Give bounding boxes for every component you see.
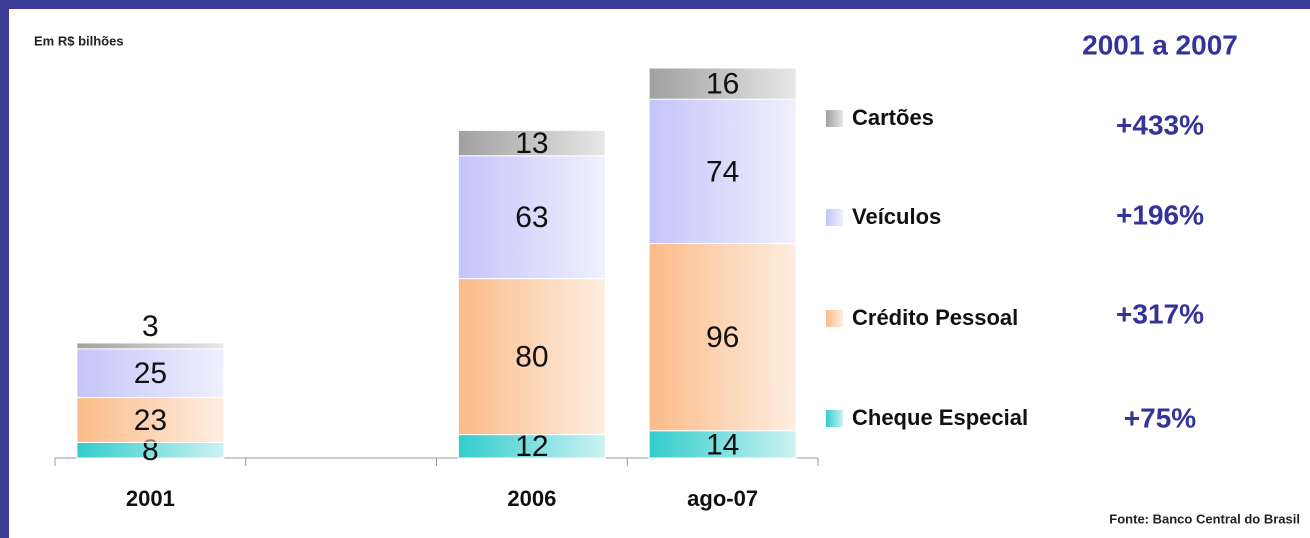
data-label: 80 [515, 341, 548, 374]
data-label: 14 [706, 428, 739, 461]
legend-swatch [826, 209, 843, 226]
legend-label: Veículos [852, 204, 941, 229]
bar-segment [457, 155, 606, 280]
bar-segment [648, 243, 797, 432]
legend-swatch [826, 110, 843, 127]
period-title: 2001 a 2007 [1082, 29, 1238, 60]
data-label: 63 [515, 201, 548, 234]
growth-label: +317% [1116, 298, 1204, 329]
data-label: 16 [706, 68, 739, 101]
legend-label: Crédito Pessoal [852, 305, 1018, 330]
data-label: 25 [134, 357, 167, 390]
data-label: 96 [706, 321, 739, 354]
data-label: 23 [134, 404, 167, 437]
bar-segment [76, 397, 225, 443]
bar-segment [76, 348, 225, 399]
bar-segment [76, 342, 225, 350]
data-label: 3 [142, 310, 159, 343]
legend-swatch [826, 310, 843, 327]
growth-label: +75% [1124, 402, 1196, 433]
legend-label: Cheque Especial [852, 405, 1028, 430]
source: Fonte: Banco Central do Brasil [1109, 511, 1300, 526]
bar-segment [457, 129, 606, 157]
growth-label: +196% [1116, 199, 1204, 230]
data-label: 12 [515, 430, 548, 463]
bar-segment [457, 278, 606, 436]
x-tick-label: 2006 [507, 486, 556, 511]
data-label: 13 [515, 127, 548, 160]
growth-label: +433% [1116, 109, 1204, 140]
x-tick-label: ago-07 [687, 486, 758, 511]
bar-segment [648, 67, 797, 100]
x-tick-label: 2001 [126, 486, 175, 511]
legend-label: Cartões [852, 105, 934, 130]
data-label: 74 [706, 155, 739, 188]
unit-note: Em R$ bilhões [34, 33, 124, 48]
bar-segment [648, 98, 797, 244]
legend-swatch [826, 410, 843, 427]
